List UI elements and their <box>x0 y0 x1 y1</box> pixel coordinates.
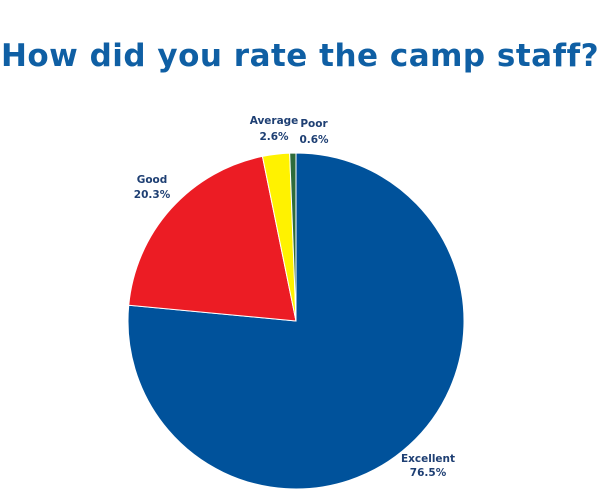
pie-labels: Excellent 76.5% Good 20.3% Average 2.6% Poor 0.… <box>134 115 455 479</box>
slice-label-poor: Poor <box>300 118 328 130</box>
slice-label-good: Good <box>137 174 168 186</box>
slice-value-average: 2.6% <box>259 131 289 143</box>
pie-slice-poor <box>289 152 297 322</box>
slice-value-poor: 0.6% <box>299 134 329 146</box>
chart-title: How did you rate the camp staff? <box>0 38 600 74</box>
slice-value-excellent: 76.5% <box>410 467 447 479</box>
slice-label-excellent: Excellent <box>401 453 455 465</box>
pie-slices <box>127 152 465 490</box>
pie-slice-good <box>128 155 297 322</box>
slice-value-good: 20.3% <box>134 189 171 201</box>
slice-label-average: Average <box>250 115 299 127</box>
